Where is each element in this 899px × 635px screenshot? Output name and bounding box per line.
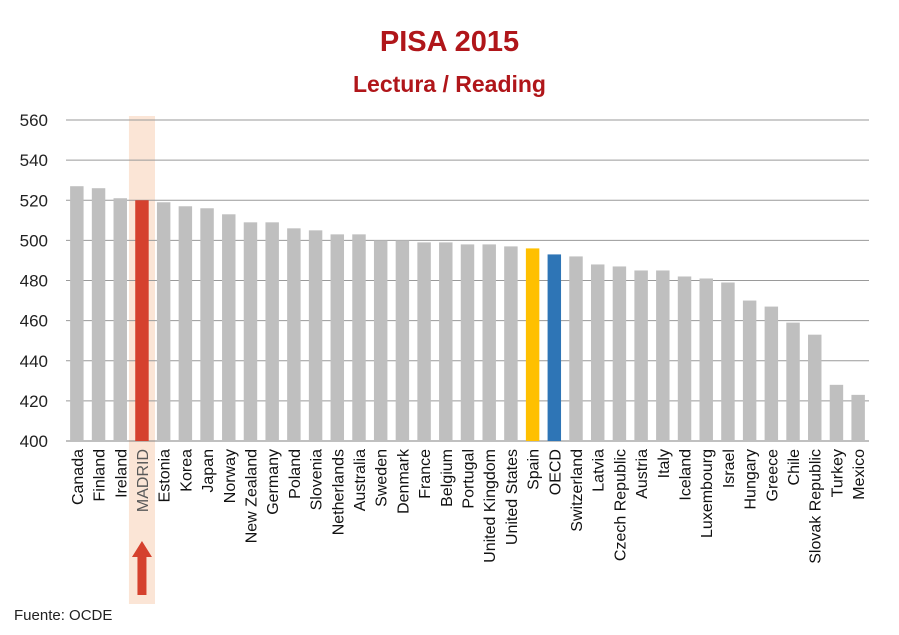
bar-france <box>417 242 431 441</box>
x-tick-label: Australia <box>352 449 369 511</box>
bar-denmark <box>395 240 410 441</box>
bar-belgium <box>439 242 453 441</box>
x-tick-label: Portugal <box>461 449 478 509</box>
x-tick-label: Netherlands <box>330 449 347 535</box>
bar-slovak-republic <box>808 334 822 441</box>
x-tick-label: Mexico <box>851 449 868 500</box>
x-tick-label: Japan <box>200 449 217 493</box>
bar-germany <box>265 222 279 441</box>
x-tick-label: Poland <box>287 449 304 499</box>
bar-new-zealand <box>243 222 258 441</box>
chart-subtitle: Lectura / Reading <box>353 71 546 97</box>
bar-czech-republic <box>612 266 627 441</box>
bar-hungary <box>742 300 757 441</box>
x-tick-label: OECD <box>547 449 564 495</box>
bar-netherlands <box>330 234 345 441</box>
x-tick-label: Belgium <box>439 449 456 507</box>
bar-latvia <box>590 264 605 441</box>
x-tick-label: Norway <box>222 449 239 503</box>
x-tick-label: Luxembourg <box>699 449 716 538</box>
bar-luxembourg <box>699 278 713 441</box>
y-tick-label: 460 <box>20 312 48 331</box>
x-tick-label: United States <box>504 449 521 545</box>
x-tick-label: Greece <box>764 449 781 502</box>
bar-canada <box>70 186 84 441</box>
x-tick-label: Iceland <box>678 449 695 501</box>
x-tick-label: Slovenia <box>309 449 326 510</box>
x-tick-label: Turkey <box>829 449 846 497</box>
bar-japan <box>200 208 214 441</box>
bar-israel <box>721 282 735 441</box>
y-tick-label: 500 <box>20 231 48 250</box>
x-tick-label: United Kingdom <box>482 449 499 563</box>
y-tick-label: 400 <box>20 432 48 451</box>
x-tick-label: Korea <box>178 449 195 492</box>
bar-united-kingdom <box>482 244 496 441</box>
bar-chile <box>786 322 800 441</box>
bar-iceland <box>677 276 692 441</box>
up-arrow-icon <box>131 541 152 595</box>
bar-mexico <box>851 394 865 441</box>
bar-finland <box>91 188 106 441</box>
x-tick-label: Finland <box>92 449 109 501</box>
bar-poland <box>287 228 301 441</box>
bar-slovenia <box>308 230 323 441</box>
x-tick-label: Denmark <box>395 448 412 514</box>
bar-korea <box>178 206 193 441</box>
x-tick-label: Ireland <box>113 449 130 498</box>
x-tick-label: Czech Republic <box>612 449 629 561</box>
bar-estonia <box>156 202 171 441</box>
bar-turkey <box>829 384 844 441</box>
y-tick-label: 480 <box>20 272 48 291</box>
x-tick-label: Italy <box>656 449 673 478</box>
x-tick-label: Israel <box>721 449 738 488</box>
x-tick-label: Austria <box>634 449 651 499</box>
source-note: Fuente: OCDE <box>14 607 113 624</box>
x-tick-label: Germany <box>265 449 282 515</box>
bar-spain <box>525 248 540 441</box>
bar-portugal <box>460 244 475 441</box>
x-tick-label: Latvia <box>591 449 608 492</box>
bar-sweden <box>373 240 388 441</box>
x-tick-label: Estonia <box>157 449 174 502</box>
x-tick-label: Switzerland <box>569 449 586 532</box>
bar-ireland <box>113 198 127 441</box>
x-tick-label: Slovak Republic <box>808 449 825 564</box>
bar-australia <box>352 234 366 441</box>
x-tick-label: Canada <box>70 449 87 505</box>
bar-oecd <box>547 254 562 441</box>
bar-austria <box>634 270 648 441</box>
y-tick-label: 520 <box>20 191 48 210</box>
bar-greece <box>764 306 779 441</box>
x-tick-label: Spain <box>526 449 543 490</box>
y-tick-label: 540 <box>20 151 48 170</box>
bar-norway <box>222 214 236 441</box>
y-tick-label: 420 <box>20 392 48 411</box>
bar-italy <box>656 270 670 441</box>
x-tick-label: France <box>417 449 434 499</box>
x-tick-label: Hungary <box>743 449 760 509</box>
bar-switzerland <box>569 256 583 441</box>
x-tick-label: Sweden <box>374 449 391 507</box>
x-tick-label: MADRID <box>135 449 152 512</box>
chart-title: PISA 2015 <box>379 26 520 58</box>
bar-united-states <box>504 246 518 441</box>
y-tick-label: 560 <box>20 111 48 130</box>
bar-madrid <box>135 200 149 441</box>
x-tick-label: New Zealand <box>243 449 260 543</box>
y-tick-label: 440 <box>20 352 48 371</box>
x-tick-label: Chile <box>786 449 803 486</box>
